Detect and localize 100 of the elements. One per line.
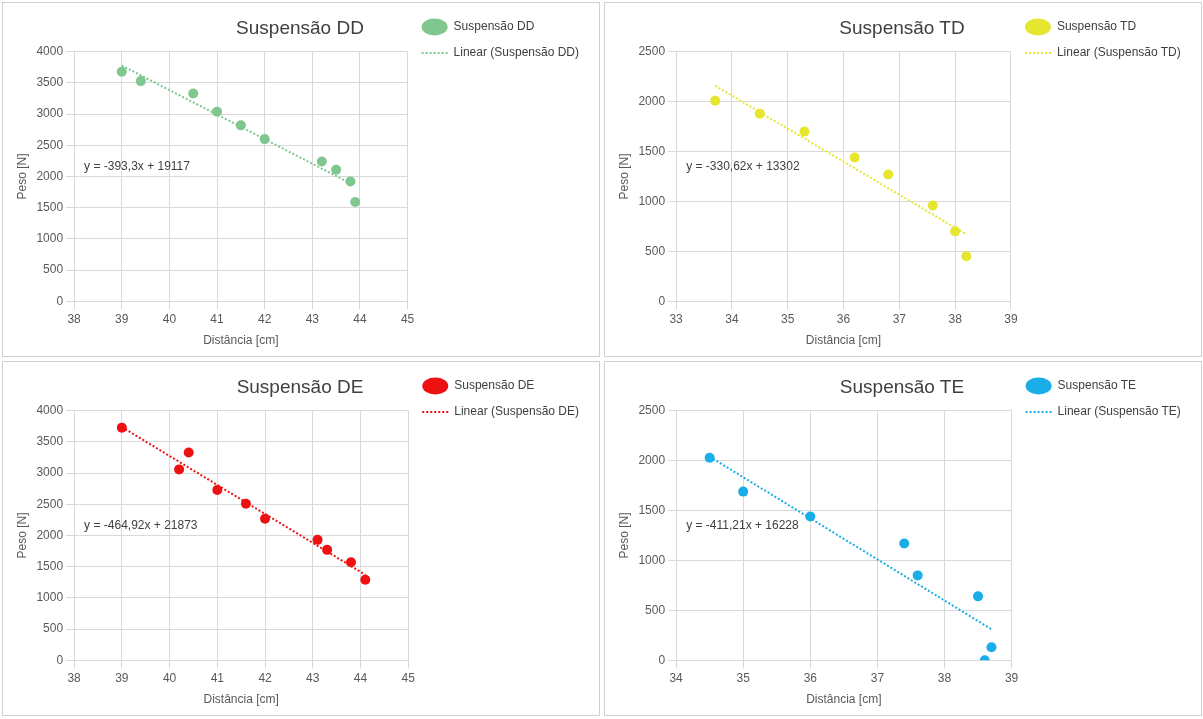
x-axis-title: Distância [cm] <box>203 692 279 707</box>
point <box>135 76 146 87</box>
y-tick-label: 1000 <box>638 552 666 567</box>
y-tick-label: 500 <box>43 262 64 277</box>
y-tick-label: 500 <box>43 621 64 636</box>
point <box>704 452 715 463</box>
x-tick-label: 37 <box>892 311 907 326</box>
x-tick-label: 44 <box>353 670 368 685</box>
point <box>849 152 860 163</box>
x-tick-label: 38 <box>948 311 963 326</box>
annotation: y = -411,21x + 16228 <box>686 517 800 532</box>
legend-label: Suspensão TD <box>1056 19 1137 34</box>
point <box>240 498 251 509</box>
x-tick-label: 39 <box>1004 670 1019 685</box>
x-tick-label: 35 <box>781 311 795 326</box>
x-tick-label: 38 <box>67 311 82 326</box>
legend-label: Linear (Suspensão DE) <box>454 404 579 419</box>
point <box>316 156 327 167</box>
legend-label: Suspensão DD <box>453 19 535 34</box>
point <box>738 486 749 497</box>
x-tick-label: 36 <box>836 311 851 326</box>
y-tick-label: 1000 <box>638 193 666 208</box>
point <box>345 176 356 187</box>
y-tick-label: 2500 <box>36 496 64 511</box>
chart-title: Suspensão DD <box>236 16 364 38</box>
x-tick-label: 40 <box>162 670 177 685</box>
x-tick-label: 34 <box>669 670 684 685</box>
y-tick-label: 3000 <box>36 465 64 480</box>
y-tick-label: 1000 <box>36 231 64 246</box>
point <box>805 511 816 522</box>
x-tick-label: 41 <box>210 670 225 685</box>
point <box>116 66 127 77</box>
legend-label: Suspensão TE <box>1057 378 1137 393</box>
y-axis-title: Peso [N] <box>14 512 29 559</box>
x-tick-label: 40 <box>162 311 177 326</box>
y-tick-label: 2000 <box>36 168 64 183</box>
x-tick-label: 42 <box>257 311 272 326</box>
point <box>799 126 810 137</box>
point <box>912 570 923 581</box>
point <box>212 484 223 495</box>
point <box>899 538 910 549</box>
x-tick-label: 42 <box>258 670 273 685</box>
y-tick-label: 0 <box>658 652 666 667</box>
legend-label: Suspensão DE <box>454 378 535 393</box>
x-tick-label: 37 <box>870 670 885 685</box>
point <box>260 513 271 524</box>
chart-title: Suspensão TE <box>839 375 965 397</box>
point <box>950 226 961 237</box>
x-axis-title: Distância [cm] <box>203 333 279 348</box>
point <box>331 164 342 175</box>
y-tick-label: 500 <box>645 602 666 617</box>
y-tick-label: 2000 <box>638 452 666 467</box>
point <box>116 422 127 433</box>
y-tick-label: 2000 <box>638 93 666 108</box>
annotation: y = -393,3x + 19117 <box>84 158 191 173</box>
legend-label: Linear (Suspensão TD) <box>1056 45 1181 60</box>
y-tick-label: 2500 <box>638 403 666 418</box>
point <box>174 464 185 475</box>
x-tick-label: 41 <box>210 311 225 326</box>
y-tick-label: 0 <box>658 293 666 308</box>
x-tick-label: 38 <box>67 670 82 685</box>
y-tick-label: 4000 <box>36 44 64 59</box>
annotation: y = -330,62x + 13302 <box>686 158 800 173</box>
y-tick-label: 4000 <box>36 403 64 418</box>
x-tick-label: 39 <box>1004 311 1018 326</box>
point <box>183 447 194 458</box>
point <box>259 134 270 145</box>
x-tick-label: 34 <box>725 311 739 326</box>
x-axis-title: Distância [cm] <box>805 333 882 348</box>
legend-label: Linear (Suspensão DD) <box>453 45 580 60</box>
x-tick-label: 33 <box>669 311 684 326</box>
point <box>927 200 938 211</box>
x-tick-label: 43 <box>305 311 320 326</box>
y-axis-title: Peso [N] <box>14 153 29 200</box>
x-tick-label: 36 <box>803 670 818 685</box>
point <box>345 557 356 568</box>
y-tick-label: 1500 <box>638 143 666 158</box>
x-tick-label: 39 <box>115 670 129 685</box>
y-axis-title: Peso [N] <box>616 153 631 200</box>
point <box>235 120 246 131</box>
y-axis-title: Peso [N] <box>616 512 631 559</box>
point <box>883 169 894 180</box>
point <box>986 642 997 653</box>
y-tick-label: 2000 <box>36 527 64 542</box>
point <box>710 95 721 106</box>
point <box>312 534 323 545</box>
point <box>212 106 223 117</box>
x-axis-title: Distância [cm] <box>806 692 882 707</box>
y-tick-label: 1000 <box>36 590 64 605</box>
y-tick-label: 2500 <box>638 44 666 59</box>
y-tick-label: 3000 <box>36 106 64 121</box>
point <box>973 591 984 602</box>
x-tick-label: 43 <box>306 670 320 685</box>
point <box>350 197 361 208</box>
annotation: y = -464,92x + 21873 <box>84 517 198 532</box>
point <box>961 251 972 262</box>
x-tick-label: 44 <box>353 311 367 326</box>
point <box>754 108 765 119</box>
y-tick-label: 2500 <box>36 137 64 152</box>
y-tick-label: 0 <box>56 652 64 667</box>
